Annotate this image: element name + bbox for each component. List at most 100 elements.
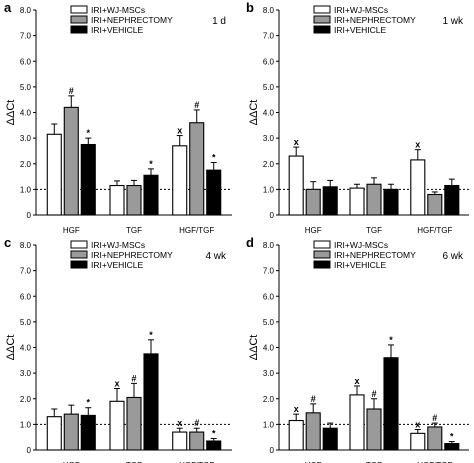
legend-swatch	[313, 25, 331, 34]
category-label: HGF/TGF	[417, 226, 452, 235]
y-tick-label: 7.0	[20, 32, 32, 41]
bar-hgf-tgf-2	[427, 426, 443, 451]
y-tick-label: 2.0	[20, 160, 32, 169]
y-tick-label: 4.0	[20, 109, 32, 118]
bar-tgf-2	[126, 184, 142, 216]
chart-panel-a: a 1 d ΔΔCt 0 1.0 2.0 3.0 4.0 5.0 6.0 7.0 8.0 # * HGF * T…	[4, 0, 232, 235]
bar-hgf-3	[322, 186, 338, 216]
y-axis-label: ΔΔCt	[248, 100, 260, 126]
y-tick-label: 6.0	[263, 292, 275, 301]
y-tick-label: 8.0	[20, 241, 32, 250]
significance-mark: #	[194, 100, 199, 110]
panel-label: b	[246, 0, 254, 15]
legend-label: IRI+VEHICLE	[91, 25, 144, 35]
bar-hgf-3	[80, 414, 96, 451]
bar-hgf-tgf-2	[189, 122, 205, 216]
bar-tgf-1	[109, 184, 125, 216]
legend-swatch	[313, 5, 331, 14]
y-tick-label: 8.0	[263, 241, 275, 250]
y-tick-label: 0	[270, 211, 275, 220]
category-label: HGF/TGF	[417, 461, 452, 463]
y-tick-label: 1.0	[263, 185, 275, 194]
legend-swatch	[313, 15, 331, 24]
significance-mark: *	[450, 432, 454, 442]
significance-mark: *	[87, 398, 91, 408]
legend-swatch	[313, 240, 331, 249]
bar-hgf-2	[305, 412, 321, 451]
legend-label: IRI+NEPHRECTOMY	[334, 250, 416, 260]
bar-hgf-1	[288, 419, 304, 451]
y-tick-label: 6.0	[20, 292, 32, 301]
significance-mark: *	[149, 330, 153, 340]
legend-swatch	[70, 15, 88, 24]
significance-mark: #	[131, 373, 136, 383]
category-label: HGF	[305, 226, 322, 235]
y-tick-label: 2.0	[263, 395, 275, 404]
legend-label: IRI+WJ-MSCs	[91, 240, 145, 250]
legend-label: IRI+NEPHRECTOMY	[334, 15, 416, 25]
y-tick-label: 1.0	[20, 185, 32, 194]
bar-hgf-tgf-3	[206, 169, 222, 216]
y-tick-label: 5.0	[263, 318, 275, 327]
bar-tgf-2	[366, 408, 382, 451]
category-label: TGF	[126, 461, 142, 463]
bar-hgf-tgf-3	[444, 184, 460, 216]
category-label: TGF	[366, 226, 382, 235]
bar-hgf-tgf-2	[427, 193, 443, 216]
significance-mark: #	[69, 86, 74, 96]
y-tick-label: 6.0	[263, 57, 275, 66]
significance-mark: *	[212, 152, 216, 162]
y-axis-label: ΔΔCt	[5, 335, 17, 361]
bar-hgf-tgf-1	[172, 431, 188, 451]
bar-hgf-tgf-1	[172, 145, 188, 216]
bar-hgf-1	[46, 416, 62, 451]
time-label: 1 wk	[442, 16, 464, 27]
y-tick-label: 2.0	[263, 160, 275, 169]
bar-tgf-3	[143, 353, 159, 451]
y-tick-label: 7.0	[263, 267, 275, 276]
chart-panel-b: b 1 wk ΔΔCt 0 1.0 2.0 3.0 4.0 5.0 6.0 7.0 8.0 x HGF TG…	[246, 0, 469, 235]
y-tick-label: 0	[27, 211, 32, 220]
significance-mark: *	[87, 128, 91, 138]
bar-tgf-2	[126, 396, 142, 451]
y-tick-label: 7.0	[263, 32, 275, 41]
y-tick-label: 0	[27, 446, 32, 455]
legend-label: IRI+VEHICLE	[91, 260, 144, 270]
y-tick-label: 1.0	[20, 420, 32, 429]
significance-mark: x	[177, 418, 182, 428]
bar-hgf-3	[322, 427, 338, 451]
significance-mark: #	[311, 394, 316, 404]
legend-label: IRI+WJ-MSCs	[91, 5, 145, 15]
y-tick-label: 0	[270, 446, 275, 455]
category-label: HGF/TGF	[179, 461, 214, 463]
significance-mark: *	[389, 335, 393, 345]
chart-panel-d: d 6 wk ΔΔCt 0 1.0 2.0 3.0 4.0 5.0 6.0 7.0 8.0 x # HGF x…	[246, 235, 469, 463]
y-tick-label: 8.0	[20, 6, 32, 15]
y-tick-label: 2.0	[20, 395, 32, 404]
y-tick-label: 5.0	[20, 318, 32, 327]
bar-hgf-1	[288, 155, 304, 216]
bar-hgf-tgf-1	[410, 432, 426, 451]
significance-mark: x	[294, 137, 299, 147]
significance-mark: x	[415, 420, 420, 430]
legend-swatch	[70, 25, 88, 34]
legend-swatch	[70, 240, 88, 249]
legend-swatch	[313, 250, 331, 259]
legend-label: IRI+NEPHRECTOMY	[91, 15, 173, 25]
bar-tgf-1	[349, 187, 365, 216]
y-tick-label: 3.0	[263, 369, 275, 378]
legend-label: IRI+VEHICLE	[334, 260, 387, 270]
y-tick-label: 3.0	[20, 134, 32, 143]
legend-swatch	[70, 250, 88, 259]
category-label: TGF	[366, 461, 382, 463]
bar-hgf-tgf-1	[410, 159, 426, 216]
panel-label: d	[246, 235, 254, 250]
significance-mark: x	[294, 404, 299, 414]
time-label: 4 wk	[205, 251, 227, 262]
y-tick-label: 3.0	[263, 134, 275, 143]
significance-mark: x	[415, 140, 420, 150]
bar-tgf-3	[383, 188, 399, 216]
panel-label: a	[4, 0, 12, 15]
bar-tgf-1	[349, 394, 365, 451]
